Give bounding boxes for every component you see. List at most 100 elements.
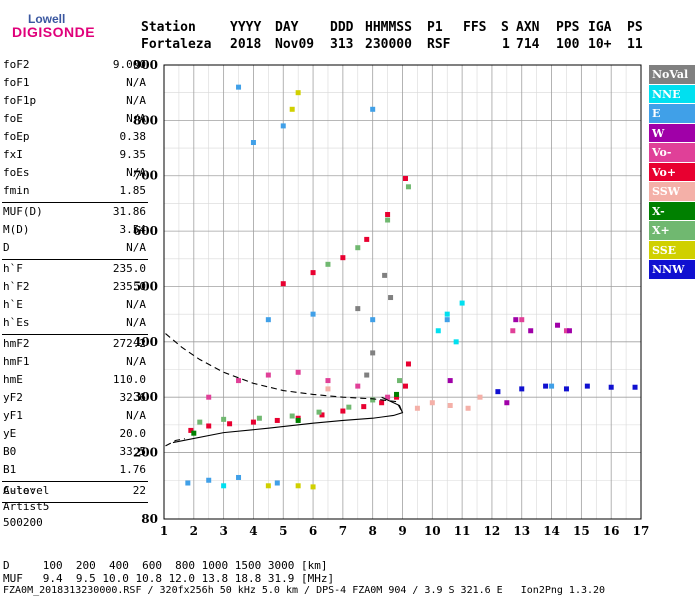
scaled-parameters-panel: foF2 9.000 foF1 N/A foF1p N/A foE N/A foEp 0.38 fx… bbox=[0, 57, 150, 504]
data-point-vo- bbox=[236, 378, 242, 384]
param-value: 20.0 bbox=[119, 427, 147, 440]
data-point-w bbox=[447, 378, 453, 384]
legend-item: SSW bbox=[649, 182, 695, 202]
legend-item: W bbox=[649, 123, 695, 143]
y-tick-label: 300 bbox=[133, 390, 158, 404]
data-point-sse bbox=[289, 106, 295, 112]
y-tick-label: 200 bbox=[133, 446, 158, 460]
data-point-vo- bbox=[379, 400, 385, 406]
data-point-w bbox=[528, 328, 534, 334]
header-field: DDD bbox=[330, 20, 354, 35]
param-row: foE N/A bbox=[0, 111, 150, 129]
legend-item: E bbox=[649, 104, 695, 124]
param-row: yE 20.0 bbox=[0, 426, 150, 444]
x-tick-label: 1 bbox=[160, 524, 168, 538]
param-value: N/A bbox=[126, 241, 146, 254]
data-point-vo- bbox=[250, 419, 256, 425]
data-point-e bbox=[370, 317, 376, 323]
param-row: h`E N/A bbox=[0, 297, 150, 315]
auto-artist: Artist5 bbox=[3, 500, 50, 513]
data-point-x- bbox=[397, 378, 403, 384]
param-value: 9.000 bbox=[112, 58, 146, 71]
data-point-ssw bbox=[447, 403, 453, 408]
param-value: N/A bbox=[126, 355, 146, 368]
param-label: h`F2 bbox=[3, 280, 30, 293]
header-field: S bbox=[501, 20, 509, 35]
data-point-nne bbox=[435, 328, 441, 334]
param-value: 235.0 bbox=[112, 262, 146, 275]
param-row: D N/A bbox=[0, 240, 150, 258]
param-row: hmE 110.0 bbox=[0, 372, 150, 390]
param-label: B0 bbox=[3, 445, 17, 458]
header-field: 2018 bbox=[230, 37, 262, 52]
data-point-e bbox=[310, 311, 316, 317]
data-point-x- bbox=[370, 397, 376, 403]
param-label: foF1p bbox=[3, 94, 37, 107]
param-label: fxI bbox=[3, 148, 23, 161]
header-field: 11 bbox=[627, 37, 643, 52]
param-label: h`E bbox=[3, 298, 23, 311]
param-value: 110.0 bbox=[112, 373, 146, 386]
data-point-vo- bbox=[361, 404, 367, 410]
data-point-x- bbox=[355, 245, 361, 251]
data-point-ssw bbox=[465, 405, 471, 411]
param-value: 22 bbox=[132, 484, 146, 497]
param-divider bbox=[2, 481, 148, 482]
x-tick-label: 7 bbox=[339, 524, 347, 538]
param-row: M(D) 3.54 bbox=[0, 222, 150, 240]
param-value: 31.86 bbox=[112, 205, 146, 218]
param-label: hmE bbox=[3, 373, 23, 386]
data-point-x- bbox=[191, 430, 197, 436]
data-point-x- bbox=[394, 391, 400, 397]
auto-code: 500200 bbox=[3, 516, 43, 529]
muf-row: MUF 9.4 9.5 10.0 10.8 12.0 13.8 18.8 31.… bbox=[3, 572, 335, 585]
data-point-nne bbox=[459, 300, 465, 306]
param-row: C-level 22 bbox=[0, 483, 150, 501]
param-value: N/A bbox=[126, 94, 146, 107]
x-tick-label: 10 bbox=[424, 524, 441, 538]
param-label: yF2 bbox=[3, 391, 23, 404]
header-field: 313 bbox=[330, 37, 354, 52]
data-point-nnw bbox=[563, 386, 569, 392]
param-row: foF1 N/A bbox=[0, 75, 150, 93]
data-point-x- bbox=[295, 417, 301, 423]
data-point-x- bbox=[316, 409, 322, 415]
param-row: foF1p N/A bbox=[0, 93, 150, 111]
data-point-sse bbox=[295, 483, 301, 489]
data-point-e bbox=[370, 106, 376, 112]
data-point-nnw bbox=[584, 383, 590, 389]
data-point-e bbox=[236, 84, 242, 90]
data-point-e bbox=[265, 317, 271, 323]
x-tick-label: 6 bbox=[309, 524, 317, 538]
data-point-e bbox=[549, 383, 555, 389]
param-label: M(D) bbox=[3, 223, 30, 236]
param-label: C-level bbox=[3, 484, 50, 497]
data-point-vo- bbox=[402, 176, 408, 181]
data-point-x- bbox=[325, 261, 331, 267]
param-value: N/A bbox=[126, 316, 146, 329]
data-point-x- bbox=[405, 184, 411, 190]
data-point-e bbox=[274, 480, 280, 486]
param-value: 272.2 bbox=[112, 337, 146, 350]
x-tick-label: 8 bbox=[369, 524, 377, 538]
data-point-sse bbox=[310, 484, 316, 490]
plot-frame bbox=[163, 64, 642, 520]
data-point-e bbox=[185, 480, 191, 486]
header-field: Station bbox=[141, 20, 196, 35]
data-point-nne bbox=[444, 311, 450, 317]
legend-item: Vo+ bbox=[649, 162, 695, 182]
header-field: PPS bbox=[556, 20, 580, 35]
data-point-vo- bbox=[394, 394, 400, 400]
param-label: foF2 bbox=[3, 58, 30, 71]
data-point-noval bbox=[364, 372, 370, 378]
data-point-nnw bbox=[543, 383, 549, 389]
data-point-vo- bbox=[206, 423, 212, 429]
data-point-ssw bbox=[414, 405, 420, 411]
data-point-vo- bbox=[265, 372, 271, 378]
param-divider bbox=[2, 202, 148, 203]
data-point-w bbox=[555, 322, 561, 328]
header-field: 714 bbox=[516, 37, 540, 52]
data-point-nnw bbox=[519, 386, 525, 392]
header-field: P1 bbox=[427, 20, 443, 35]
x-tick-label: 16 bbox=[603, 524, 620, 538]
